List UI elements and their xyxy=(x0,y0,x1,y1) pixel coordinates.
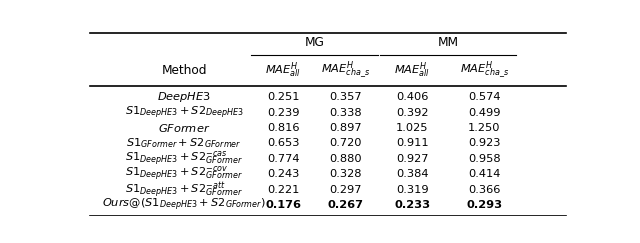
Text: 0.414: 0.414 xyxy=(468,169,500,179)
Text: 0.720: 0.720 xyxy=(329,139,362,148)
Text: 0.923: 0.923 xyxy=(468,139,500,148)
Text: 0.574: 0.574 xyxy=(468,92,500,103)
Text: 0.927: 0.927 xyxy=(396,154,429,164)
Text: 0.357: 0.357 xyxy=(329,92,362,103)
Text: 0.243: 0.243 xyxy=(267,169,300,179)
Text: 0.293: 0.293 xyxy=(466,200,502,210)
Text: 0.774: 0.774 xyxy=(267,154,300,164)
Text: 0.392: 0.392 xyxy=(396,108,429,118)
Text: 0.653: 0.653 xyxy=(267,139,300,148)
Text: 0.338: 0.338 xyxy=(329,108,362,118)
Text: $\mathit{GFormer}$: $\mathit{GFormer}$ xyxy=(158,122,211,134)
Text: 0.366: 0.366 xyxy=(468,184,500,194)
Text: 0.911: 0.911 xyxy=(396,139,429,148)
Text: 0.384: 0.384 xyxy=(396,169,429,179)
Text: 0.221: 0.221 xyxy=(267,184,300,194)
Text: $S1_{DeepHE3} + S2_{DeepHE3}$: $S1_{DeepHE3} + S2_{DeepHE3}$ xyxy=(125,104,244,121)
Text: 0.406: 0.406 xyxy=(396,92,429,103)
Text: 1.250: 1.250 xyxy=(468,123,500,133)
Text: Method: Method xyxy=(161,64,207,77)
Text: 0.880: 0.880 xyxy=(329,154,362,164)
Text: $MAE^H_{cha\_s}$: $MAE^H_{cha\_s}$ xyxy=(460,60,509,81)
Text: $\mathit{DeepHE3}$: $\mathit{DeepHE3}$ xyxy=(157,90,211,104)
Text: 0.958: 0.958 xyxy=(468,154,500,164)
Text: $S1_{DeepHE3} + S2^{-cov}_{GFormer}$: $S1_{DeepHE3} + S2^{-cov}_{GFormer}$ xyxy=(125,165,243,183)
Text: 0.239: 0.239 xyxy=(267,108,300,118)
Text: 0.319: 0.319 xyxy=(396,184,429,194)
Text: 0.233: 0.233 xyxy=(394,200,430,210)
Text: 0.251: 0.251 xyxy=(267,92,300,103)
Text: $MAE^H_{all}$: $MAE^H_{all}$ xyxy=(266,61,301,80)
Text: $\mathit{Ours@}(S1_{DeepHE3} + S2_{GFormer})$: $\mathit{Ours@}(S1_{DeepHE3} + S2_{GForm… xyxy=(102,197,266,213)
Text: 0.328: 0.328 xyxy=(329,169,362,179)
Text: 0.267: 0.267 xyxy=(328,200,364,210)
Text: MG: MG xyxy=(305,36,324,49)
Text: $MAE^H_{all}$: $MAE^H_{all}$ xyxy=(394,61,430,80)
Text: 0.816: 0.816 xyxy=(267,123,300,133)
Text: $MAE^H_{cha\_s}$: $MAE^H_{cha\_s}$ xyxy=(321,60,370,81)
Text: 1.025: 1.025 xyxy=(396,123,429,133)
Text: $S1_{GFormer} + S2_{GFormer}$: $S1_{GFormer} + S2_{GFormer}$ xyxy=(127,137,242,150)
Text: 0.897: 0.897 xyxy=(329,123,362,133)
Text: MM: MM xyxy=(438,36,459,49)
Text: $S1_{DeepHE3} + S2^{-cas}_{GFormer}$: $S1_{DeepHE3} + S2^{-cas}_{GFormer}$ xyxy=(125,150,243,168)
Text: $S1_{DeepHE3} + S2^{-att}_{GFormer}$: $S1_{DeepHE3} + S2^{-att}_{GFormer}$ xyxy=(125,180,243,200)
Text: 0.499: 0.499 xyxy=(468,108,500,118)
Text: 0.176: 0.176 xyxy=(266,200,301,210)
Text: 0.297: 0.297 xyxy=(329,184,362,194)
